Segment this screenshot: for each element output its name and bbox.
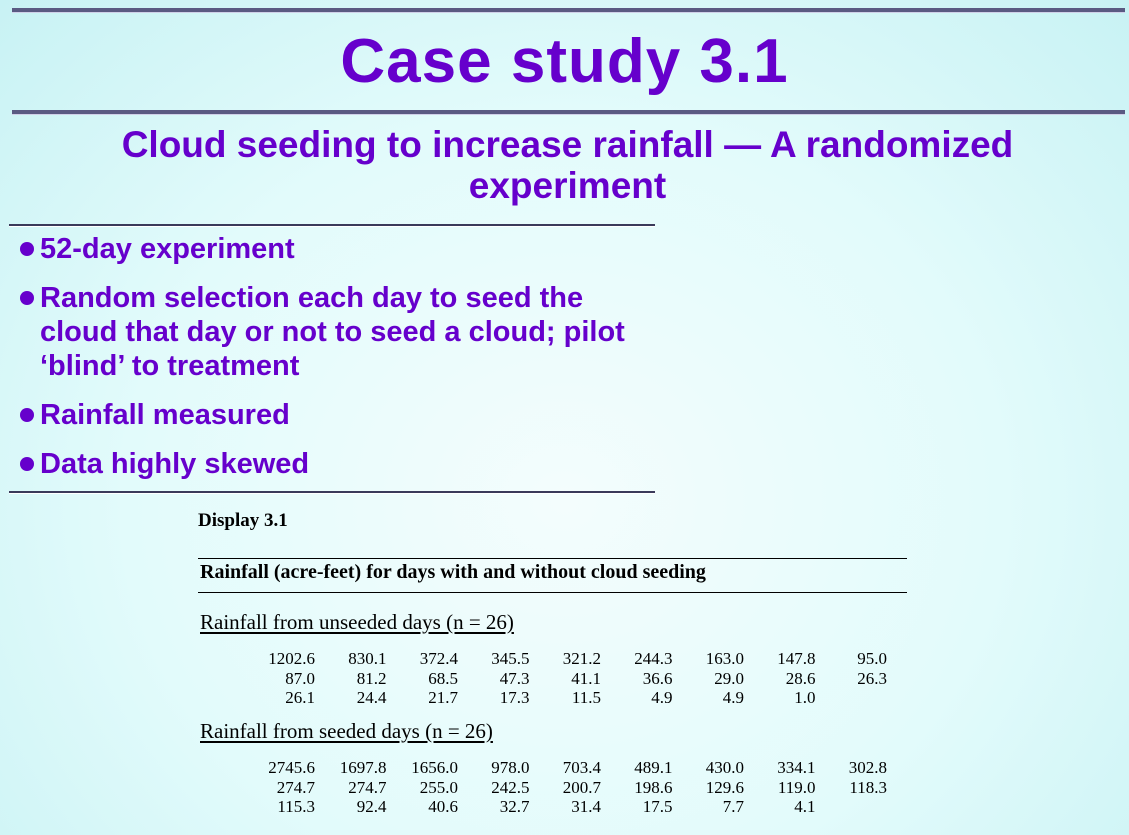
display-caption: Rainfall (acre-feet) for days with and w… [200, 561, 706, 583]
bullets-top-rule [9, 224, 655, 227]
table-cell: 87.0 [285, 668, 315, 688]
table-row: 1202.6 830.1 372.4 345.5 321.2 244.3 163… [198, 649, 887, 669]
table-cell: 321.2 [562, 649, 601, 668]
page-title: Case study 3.1 [340, 27, 789, 96]
table-cell: 430.0 [705, 758, 744, 777]
table-cell: 40.6 [428, 797, 458, 816]
table-cell: 242.5 [491, 777, 530, 797]
table-cell: 4.9 [651, 688, 673, 707]
table-cell: 28.6 [785, 668, 816, 688]
table-cell: 200.7 [562, 777, 601, 797]
bullet-item: 52-day experiment [20, 232, 640, 266]
top-rule [12, 8, 1125, 13]
bullet-text: 52-day experiment [40, 233, 295, 265]
table-cell: 47.3 [499, 668, 530, 688]
table-cell: 4.1 [794, 797, 816, 816]
bullet-item: Data highly skewed [20, 447, 640, 481]
table-cell: 32.7 [499, 797, 530, 816]
bullet-dot-icon [20, 291, 34, 305]
table-cell: 24.4 [356, 688, 387, 707]
table-cell: 119.0 [777, 777, 816, 797]
table-cell: 255.0 [419, 777, 458, 797]
table-cell: 68.5 [428, 668, 458, 688]
table-cell: 115.3 [277, 797, 315, 816]
table-row: 87.0 81.2 68.5 47.3 41.1 36.6 29.0 28.6 … [198, 669, 887, 689]
table-cell: 978.0 [491, 758, 530, 777]
table-row: 2745.6 1697.8 1656.0 978.0 703.4 489.1 4… [198, 758, 887, 778]
caption-top-rule [198, 558, 907, 559]
bullet-text: Rainfall measured [40, 399, 290, 431]
bullet-text: Data highly skewed [40, 448, 310, 480]
table-cell: 274.7 [348, 777, 387, 797]
table-cell: 244.3 [634, 649, 673, 668]
page-subtitle: Cloud seeding to increase rainfall — A r… [121, 124, 1014, 206]
table-cell: 17.5 [642, 797, 673, 816]
table-cell: 1656.0 [411, 758, 458, 777]
group-title-seeded: Rainfall from seeded days (n = 26) [200, 719, 493, 743]
table-cell: 92.4 [356, 797, 387, 816]
unseeded-table: 1202.6 830.1 372.4 345.5 321.2 244.3 163… [198, 649, 887, 708]
bullet-dot-icon [20, 457, 34, 471]
table-cell: 334.1 [777, 758, 816, 777]
table-cell: 41.1 [571, 668, 601, 688]
table-cell: 7.7 [722, 797, 744, 816]
table-cell: 118.3 [849, 777, 887, 797]
bullets-bottom-rule [9, 491, 655, 494]
table-cell: 17.3 [499, 688, 530, 707]
caption-bottom-rule [198, 592, 907, 593]
bullet-dot-icon [20, 242, 34, 256]
seeded-table: 2745.6 1697.8 1656.0 978.0 703.4 489.1 4… [198, 758, 887, 817]
bullet-list: 52-day experiment Random selection each … [20, 232, 640, 496]
table-cell: 198.6 [634, 777, 673, 797]
table-cell: 147.8 [777, 649, 816, 668]
title-rule [12, 110, 1125, 115]
table-cell: 36.6 [642, 668, 673, 688]
table-cell: 21.7 [428, 688, 458, 707]
table-cell: 26.3 [857, 668, 887, 688]
table-cell: 4.9 [722, 688, 744, 707]
table-cell: 489.1 [634, 758, 673, 777]
table-cell: 345.5 [491, 649, 530, 668]
table-cell: 26.1 [285, 688, 315, 707]
table-cell [816, 797, 888, 817]
table-cell: 11.5 [571, 688, 601, 707]
table-cell: 1202.6 [268, 649, 315, 668]
table-cell: 274.7 [276, 777, 315, 797]
table-cell: 1.0 [794, 688, 816, 707]
table-cell [816, 688, 888, 708]
table-cell: 302.8 [848, 758, 887, 777]
group-title-unseeded: Rainfall from unseeded days (n = 26) [200, 610, 514, 634]
display-label: Display 3.1 [198, 510, 288, 531]
table-cell: 29.0 [714, 668, 744, 688]
table-cell: 830.1 [348, 649, 387, 668]
table-row: 115.3 92.4 40.6 32.7 31.4 17.5 7.7 4.1 [198, 797, 887, 817]
bullet-dot-icon [20, 408, 34, 422]
table-row: 26.1 24.4 21.7 17.3 11.5 4.9 4.9 1.0 [198, 688, 887, 708]
table-cell: 129.6 [705, 777, 744, 797]
table-cell: 81.2 [356, 668, 387, 688]
table-cell: 31.4 [571, 797, 601, 816]
bullet-text: Random selection each day to seed the cl… [40, 282, 625, 382]
table-cell: 372.4 [419, 649, 458, 668]
table-cell: 2745.6 [268, 758, 315, 777]
table-cell: 703.4 [562, 758, 601, 777]
table-cell: 95.0 [857, 649, 887, 668]
table-row: 274.7 274.7 255.0 242.5 200.7 198.6 129.… [198, 778, 887, 798]
table-cell: 163.0 [705, 649, 744, 668]
bullet-item: Rainfall measured [20, 398, 640, 432]
table-cell: 1697.8 [339, 758, 387, 777]
bullet-item: Random selection each day to seed the cl… [20, 281, 640, 383]
